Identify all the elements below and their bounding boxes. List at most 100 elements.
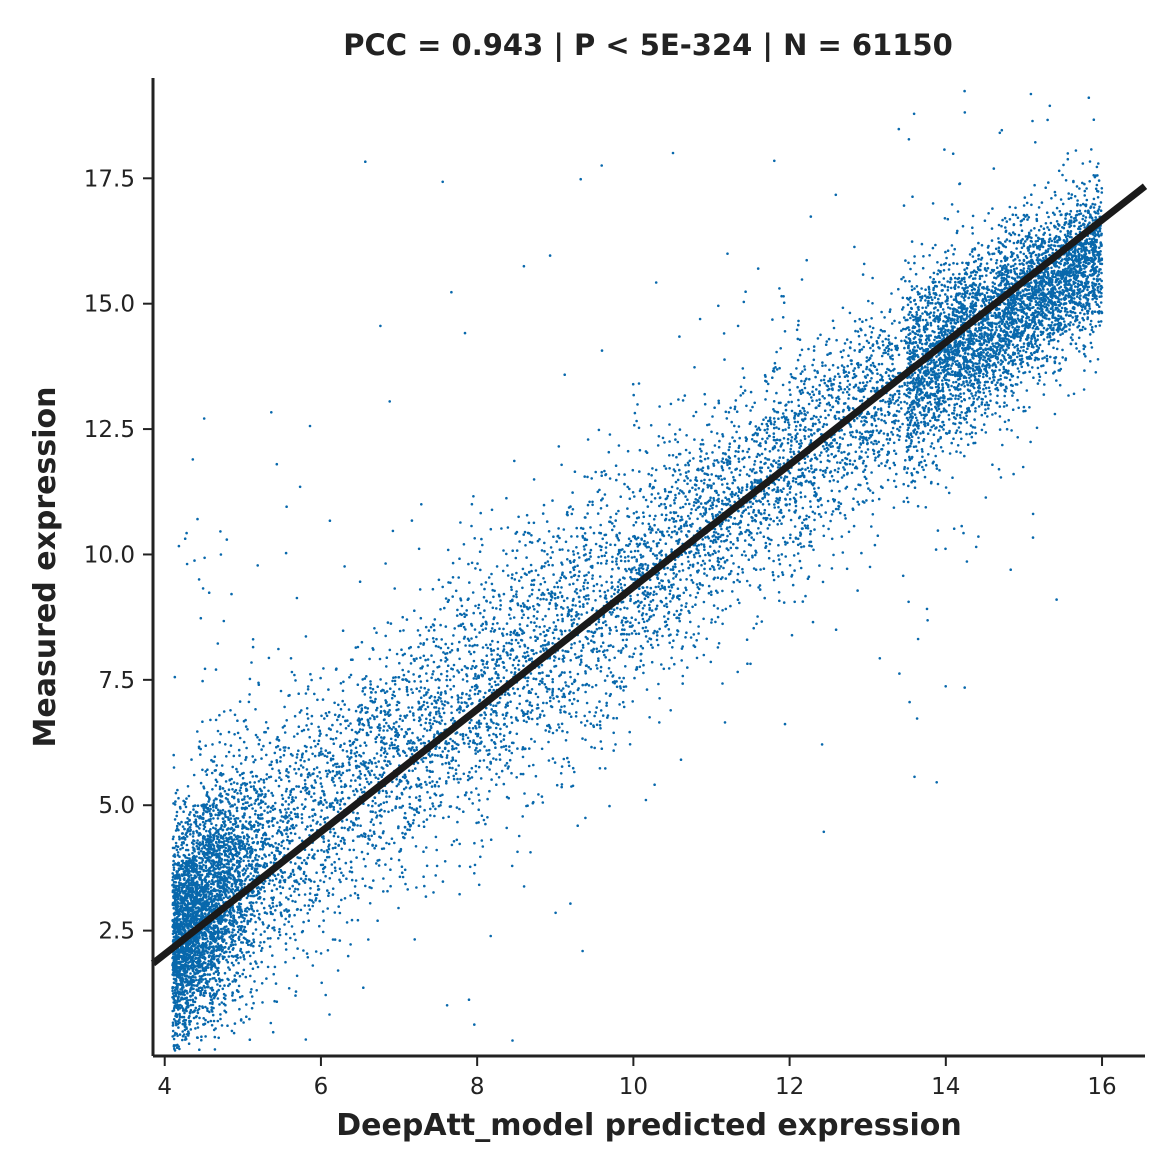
data-point <box>291 823 295 827</box>
data-point <box>227 966 230 969</box>
data-point <box>811 417 814 420</box>
data-point <box>830 513 834 516</box>
data-point <box>236 731 240 735</box>
data-point <box>743 456 746 460</box>
data-point <box>435 848 439 852</box>
data-point <box>534 774 538 778</box>
data-point <box>302 807 306 810</box>
data-point <box>251 645 255 649</box>
data-point <box>425 638 429 641</box>
data-point <box>212 817 215 820</box>
data-point <box>356 918 360 922</box>
data-point <box>949 295 953 298</box>
data-point <box>1033 227 1036 230</box>
data-point <box>1017 370 1021 373</box>
data-point <box>891 426 895 430</box>
data-point <box>346 755 349 758</box>
data-point <box>311 786 314 789</box>
data-point <box>175 810 179 814</box>
data-point <box>926 432 930 436</box>
data-point <box>870 441 873 444</box>
data-point <box>264 793 267 796</box>
data-point <box>221 978 224 982</box>
data-point <box>968 376 971 380</box>
data-point <box>192 773 196 777</box>
data-point <box>196 839 199 842</box>
data-point <box>845 338 849 341</box>
data-point <box>353 885 357 888</box>
data-point <box>285 787 289 791</box>
data-point <box>868 565 872 569</box>
data-point <box>980 403 983 406</box>
data-point <box>874 456 877 460</box>
data-point <box>195 845 199 848</box>
data-point <box>910 240 914 243</box>
data-point <box>425 783 428 786</box>
data-point <box>320 714 323 718</box>
data-point <box>955 231 959 235</box>
data-point <box>259 778 263 781</box>
data-point <box>272 896 276 899</box>
data-point <box>1042 326 1046 330</box>
data-point <box>678 428 682 431</box>
data-point <box>554 607 558 610</box>
data-point <box>206 810 209 814</box>
data-point <box>699 459 702 463</box>
data-point <box>384 863 387 866</box>
data-point <box>286 835 290 838</box>
data-point <box>374 691 378 694</box>
data-point <box>780 522 783 525</box>
data-point <box>580 654 583 658</box>
data-point <box>273 928 276 932</box>
data-point <box>262 906 266 910</box>
data-point <box>478 725 481 729</box>
data-point <box>667 533 671 537</box>
data-point <box>773 159 776 163</box>
data-point <box>745 579 749 583</box>
data-point <box>956 277 959 281</box>
data-point <box>904 439 908 442</box>
data-point <box>458 807 461 811</box>
data-point <box>502 738 506 741</box>
data-point <box>988 377 992 380</box>
data-point <box>797 319 800 323</box>
data-point <box>775 368 779 371</box>
data-point <box>1096 358 1100 361</box>
data-point <box>189 833 192 836</box>
data-point <box>479 568 482 572</box>
data-point <box>475 743 479 746</box>
data-point <box>631 624 634 627</box>
data-point <box>371 714 374 717</box>
data-point <box>177 1026 180 1029</box>
data-point <box>543 580 547 584</box>
data-point <box>599 709 603 712</box>
data-point <box>1094 371 1098 374</box>
data-point <box>604 623 608 627</box>
data-point <box>437 707 441 710</box>
data-point <box>322 919 326 922</box>
data-point <box>758 584 762 587</box>
data-point <box>931 298 934 302</box>
data-point <box>804 468 807 471</box>
data-point <box>171 872 174 875</box>
data-point <box>651 552 655 556</box>
data-point <box>937 327 940 331</box>
data-point <box>747 447 751 451</box>
data-point <box>994 383 997 387</box>
data-point <box>869 346 872 350</box>
data-point <box>695 493 699 496</box>
data-point <box>1015 267 1018 270</box>
data-point <box>177 796 180 800</box>
data-point <box>893 449 896 453</box>
data-point <box>572 550 575 553</box>
data-point <box>603 493 607 496</box>
data-point <box>721 589 724 593</box>
data-point <box>491 622 495 626</box>
data-point <box>352 789 355 793</box>
data-point <box>357 817 361 820</box>
data-point <box>236 930 240 934</box>
data-point <box>994 326 998 329</box>
data-point <box>880 354 884 358</box>
data-point <box>316 698 319 702</box>
data-point <box>909 311 912 314</box>
